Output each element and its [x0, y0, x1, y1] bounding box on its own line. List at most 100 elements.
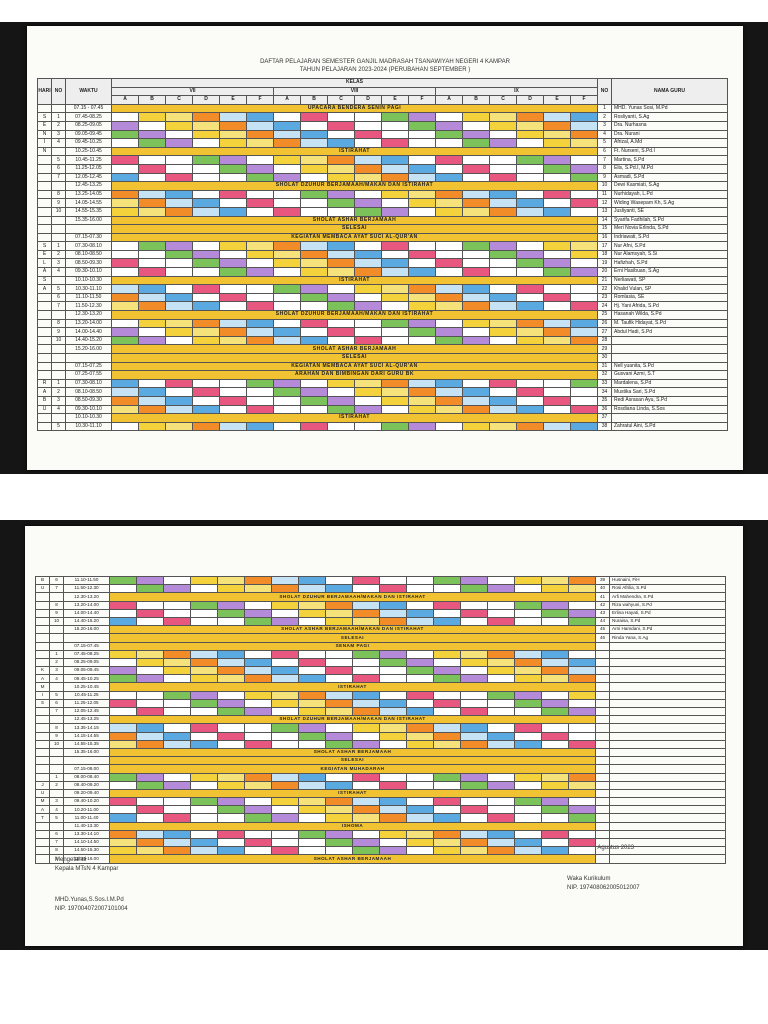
teacher-no	[595, 756, 610, 766]
class-cell	[354, 284, 382, 294]
class-cell	[246, 395, 274, 406]
class-cell	[138, 189, 166, 200]
teacher-no: 4	[597, 129, 612, 140]
teacher-name	[609, 698, 726, 709]
class-cell	[217, 780, 245, 790]
teacher-name: Martina, S.Pd	[611, 155, 728, 165]
class-cell	[273, 198, 301, 208]
class-cell	[352, 674, 380, 684]
class-cell	[381, 421, 409, 432]
class-cell	[244, 584, 272, 594]
schedule-row: 1 08.00-08.40	[35, 772, 726, 782]
day-cell: U	[35, 788, 50, 799]
class-cell	[489, 189, 517, 200]
class-cell	[487, 797, 515, 807]
class-cell	[244, 837, 272, 848]
class-cell	[543, 120, 571, 131]
period-cell	[51, 146, 66, 157]
time-cell: 11.25-12.05	[63, 698, 110, 709]
class-cell	[246, 267, 274, 277]
class-cell	[111, 327, 139, 337]
day-cell	[37, 310, 52, 320]
activity-band: ISTIRAHAT	[111, 275, 598, 286]
class-cell	[406, 690, 434, 700]
activity-band: SHOLAT DZUHUR BERJAMAAH/MAKAN DAN ISTIRA…	[109, 715, 596, 725]
class-cell	[514, 706, 542, 717]
teacher-no: 8	[597, 163, 612, 174]
class-cell	[109, 723, 137, 733]
sheet-subtitle: TAHUN PELAJARAN 2023-2024 (PERUBAHAN SEP…	[299, 67, 471, 73]
class-cell	[109, 837, 137, 848]
class-cell	[138, 258, 166, 269]
time-cell: 14.40-15.20	[65, 335, 112, 346]
class-cell	[300, 327, 328, 337]
class-cell	[300, 318, 328, 329]
class-cell	[246, 318, 274, 329]
class-cell	[543, 395, 571, 406]
class-cell	[541, 616, 569, 627]
class-cell	[271, 723, 299, 733]
class-cell	[138, 404, 166, 415]
teacher-no: 5	[597, 138, 612, 148]
activity-band: KEGIATAN MEMBACA AYAT SUCI AL-QUR'AN	[111, 361, 598, 372]
time-cell: 11.00-11.40	[63, 813, 110, 823]
activity-band: SHOLAT DZUHUR BERJAMAAH/MAKAN DAN ISTIRA…	[111, 181, 598, 191]
class-cell	[462, 189, 490, 200]
day-cell	[37, 327, 52, 337]
time-cell: 11.40-13.30	[63, 821, 110, 831]
class-cell	[570, 129, 598, 140]
class-cell	[217, 600, 245, 610]
day-cell	[37, 370, 52, 380]
class-cell	[516, 189, 544, 200]
section-header: A	[273, 95, 301, 105]
class-cell	[271, 600, 299, 610]
class-cell	[406, 616, 434, 627]
schedule-row: 8 14.50-15.30	[35, 846, 726, 856]
class-cell	[192, 395, 220, 406]
schedule-row: 07.15-07.45 SENAM PAGI	[35, 641, 726, 651]
day-cell: B	[35, 575, 50, 586]
class-cell	[271, 674, 299, 684]
class-cell	[408, 198, 436, 208]
class-cell	[435, 112, 463, 122]
schedule-row: 9 14.15-14.55	[35, 731, 726, 741]
class-cell	[352, 616, 380, 627]
class-cell	[190, 666, 218, 676]
class-cell	[138, 421, 166, 432]
teacher-no: 33	[597, 378, 612, 389]
class-cell	[516, 206, 544, 217]
class-cell	[487, 657, 515, 668]
period-cell: 9	[49, 854, 64, 864]
class-cell	[379, 706, 407, 717]
class-cell	[381, 404, 409, 415]
class-cell	[327, 258, 355, 269]
class-cell	[111, 120, 139, 131]
class-cell	[244, 813, 272, 823]
class-cell	[514, 805, 542, 815]
schedule-row: A 4 09.30-10.10 20 Erni Hasibuan, S.Ag	[37, 267, 728, 277]
class-cell	[489, 249, 517, 260]
class-cell	[219, 249, 247, 260]
class-cell	[190, 837, 218, 848]
class-cell	[354, 378, 382, 389]
class-cell	[435, 378, 463, 389]
class-cell	[514, 829, 542, 840]
teacher-name: Rosi Afrilia, S.Pd	[609, 584, 726, 594]
class-cell	[165, 206, 193, 217]
class-cell	[433, 649, 461, 659]
class-cell	[136, 723, 164, 733]
class-cell	[354, 241, 382, 251]
class-cell	[165, 335, 193, 346]
class-cell	[109, 780, 137, 790]
class-cell	[244, 731, 272, 741]
class-cell	[460, 846, 488, 856]
class-cell	[408, 395, 436, 406]
class-cell	[244, 674, 272, 684]
class-cell	[298, 690, 326, 700]
class-cell	[570, 138, 598, 148]
teacher-no	[595, 739, 610, 749]
class-cell	[165, 387, 193, 397]
schedule-row: N 10.25-10.45 ISTIRAHAT 6 Ft. Nurseni, S.Pd.…	[37, 146, 728, 157]
class-cell	[543, 284, 571, 294]
section-header: D	[192, 95, 220, 105]
